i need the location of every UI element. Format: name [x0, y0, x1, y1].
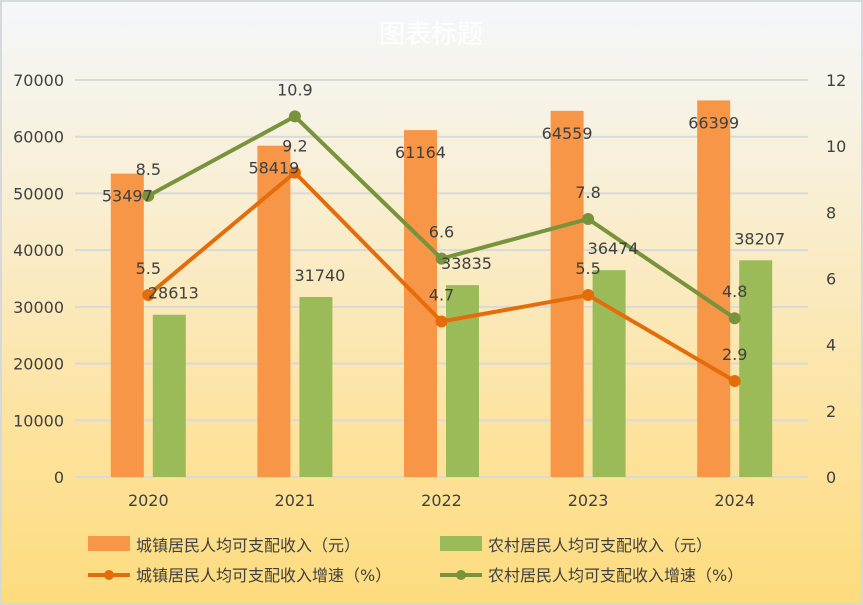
bar — [152, 314, 186, 477]
y-left-tick-label: 50000 — [13, 184, 64, 203]
line-point — [288, 166, 301, 179]
x-tick-label: 2021 — [275, 491, 316, 510]
chart-title: 图表标题 — [379, 20, 483, 50]
line-data-label: 7.8 — [575, 183, 600, 202]
bar — [110, 173, 144, 477]
line-data-label: 6.6 — [429, 223, 454, 242]
line-point — [582, 289, 595, 302]
bar-data-label: 33835 — [441, 254, 492, 273]
legend-marker — [104, 570, 114, 580]
line-data-label: 4.8 — [722, 282, 747, 301]
line-data-label: 10.9 — [277, 80, 313, 99]
bar-data-label: 61164 — [395, 143, 446, 162]
bar — [404, 130, 437, 478]
bar-data-label: 31740 — [294, 266, 345, 285]
y-left-tick-label: 0 — [54, 468, 64, 487]
bar-data-label: 38207 — [734, 229, 785, 248]
line-data-label: 2.9 — [722, 345, 747, 364]
x-tick-label: 2024 — [714, 491, 755, 510]
y-right-tick-label: 0 — [826, 468, 836, 487]
line-point — [728, 312, 741, 325]
legend-label: 农村居民人均可支配收入增速（%） — [488, 566, 743, 585]
line-data-label: 9.2 — [282, 137, 307, 156]
bar-data-label: 28613 — [148, 284, 199, 303]
bar — [257, 145, 291, 477]
y-left-tick-label: 60000 — [13, 128, 64, 147]
line-point — [435, 315, 448, 328]
line-point — [728, 375, 741, 388]
y-right-tick-label: 4 — [826, 336, 836, 355]
line-point — [142, 289, 155, 302]
line-data-label: 8.5 — [136, 160, 161, 179]
y-left-tick-label: 10000 — [13, 411, 64, 430]
y-left-tick-label: 20000 — [13, 355, 64, 374]
bar-data-label: 53497 — [102, 187, 153, 206]
x-tick-label: 2022 — [421, 491, 462, 510]
line-data-label: 5.5 — [575, 259, 600, 278]
y-right-tick-label: 10 — [826, 137, 846, 156]
line-point — [582, 212, 595, 225]
y-right-tick-label: 12 — [826, 71, 846, 90]
legend-label: 城镇居民人均可支配收入增速（%） — [136, 566, 391, 585]
y-left-tick-label: 40000 — [13, 241, 64, 260]
bar — [697, 100, 731, 477]
x-tick-label: 2023 — [568, 491, 609, 510]
legend-swatch — [440, 536, 482, 551]
y-left-tick-label: 30000 — [13, 298, 64, 317]
legend-marker — [456, 570, 466, 580]
bar — [739, 260, 773, 477]
legend-swatch — [88, 536, 130, 551]
y-right-tick-label: 2 — [826, 402, 836, 421]
line-data-label: 5.5 — [136, 259, 161, 278]
bar-data-label: 66399 — [688, 113, 739, 132]
bar-data-label: 36474 — [588, 239, 639, 258]
x-tick-label: 2020 — [128, 491, 169, 510]
bar — [299, 296, 333, 477]
bar-data-label: 58419 — [248, 159, 299, 178]
legend-label: 城镇居民人均可支配收入（元） — [136, 536, 360, 555]
bar — [592, 270, 626, 477]
line-point — [288, 110, 301, 123]
bar — [550, 110, 584, 477]
line-point — [142, 189, 155, 202]
legend-label: 农村居民人均可支配收入（元） — [488, 536, 712, 555]
y-left-tick-label: 70000 — [13, 71, 64, 90]
y-right-tick-label: 6 — [826, 270, 836, 289]
line-point — [435, 252, 448, 265]
bar-data-label: 64559 — [542, 124, 593, 143]
line-data-label: 4.7 — [429, 286, 454, 305]
y-right-tick-label: 8 — [826, 203, 836, 222]
